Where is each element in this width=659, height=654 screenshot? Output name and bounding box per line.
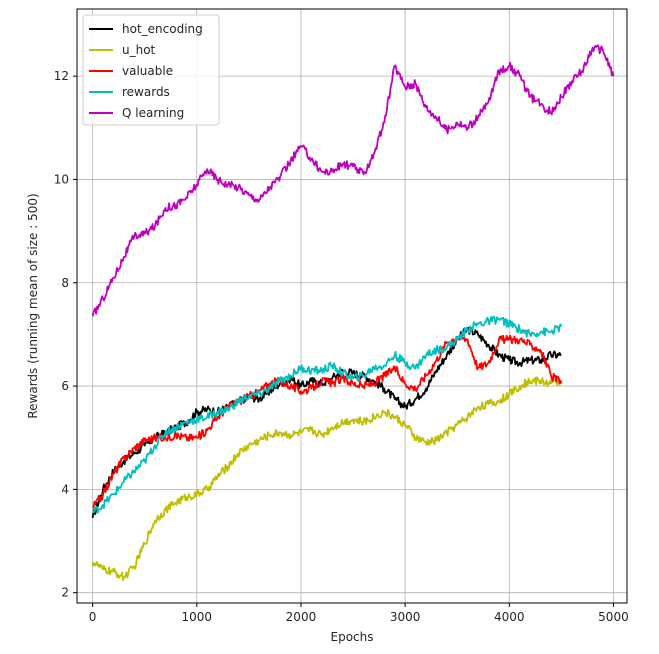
x-tick-label: 4000 bbox=[494, 610, 525, 624]
x-tick-label: 0 bbox=[89, 610, 97, 624]
series-line-rewards bbox=[91, 315, 563, 514]
x-tick-label: 2000 bbox=[286, 610, 317, 624]
y-axis-title: Rewards (running mean of size : 500) bbox=[26, 193, 40, 418]
plot-area-frame bbox=[76, 8, 628, 604]
legend-label: Q learning bbox=[122, 106, 184, 120]
y-axis-ticks: 2 4 6 8 10 12 bbox=[54, 69, 77, 600]
series-lines bbox=[91, 44, 615, 581]
y-tick-label: 6 bbox=[61, 379, 69, 393]
y-tick-label: 8 bbox=[61, 276, 69, 290]
x-tick-label: 5000 bbox=[598, 610, 629, 624]
legend-label: rewards bbox=[122, 85, 170, 99]
legend-label: valuable bbox=[122, 64, 173, 78]
y-tick-label: 2 bbox=[61, 586, 69, 600]
series-line-valuable bbox=[92, 333, 563, 509]
x-axis-title: Epochs bbox=[331, 630, 374, 644]
legend-label: u_hot bbox=[122, 43, 156, 57]
legend-entries: hot_encoding u_hot valuable rewards Q learni… bbox=[89, 22, 203, 120]
series-line-q-learning bbox=[91, 44, 615, 317]
legend: hot_encoding u_hot valuable rewards Q learni… bbox=[82, 14, 220, 126]
legend-box bbox=[82, 14, 220, 126]
legend-label: hot_encoding bbox=[122, 22, 203, 36]
x-tick-label: 3000 bbox=[390, 610, 421, 624]
series-line-u-hot bbox=[91, 376, 562, 581]
y-tick-label: 10 bbox=[54, 172, 69, 186]
x-tick-label: 1000 bbox=[182, 610, 213, 624]
y-tick-label: 4 bbox=[61, 482, 69, 496]
x-axis-ticks: 0 1000 2000 3000 4000 5000 bbox=[89, 603, 629, 624]
y-tick-label: 12 bbox=[54, 69, 69, 83]
